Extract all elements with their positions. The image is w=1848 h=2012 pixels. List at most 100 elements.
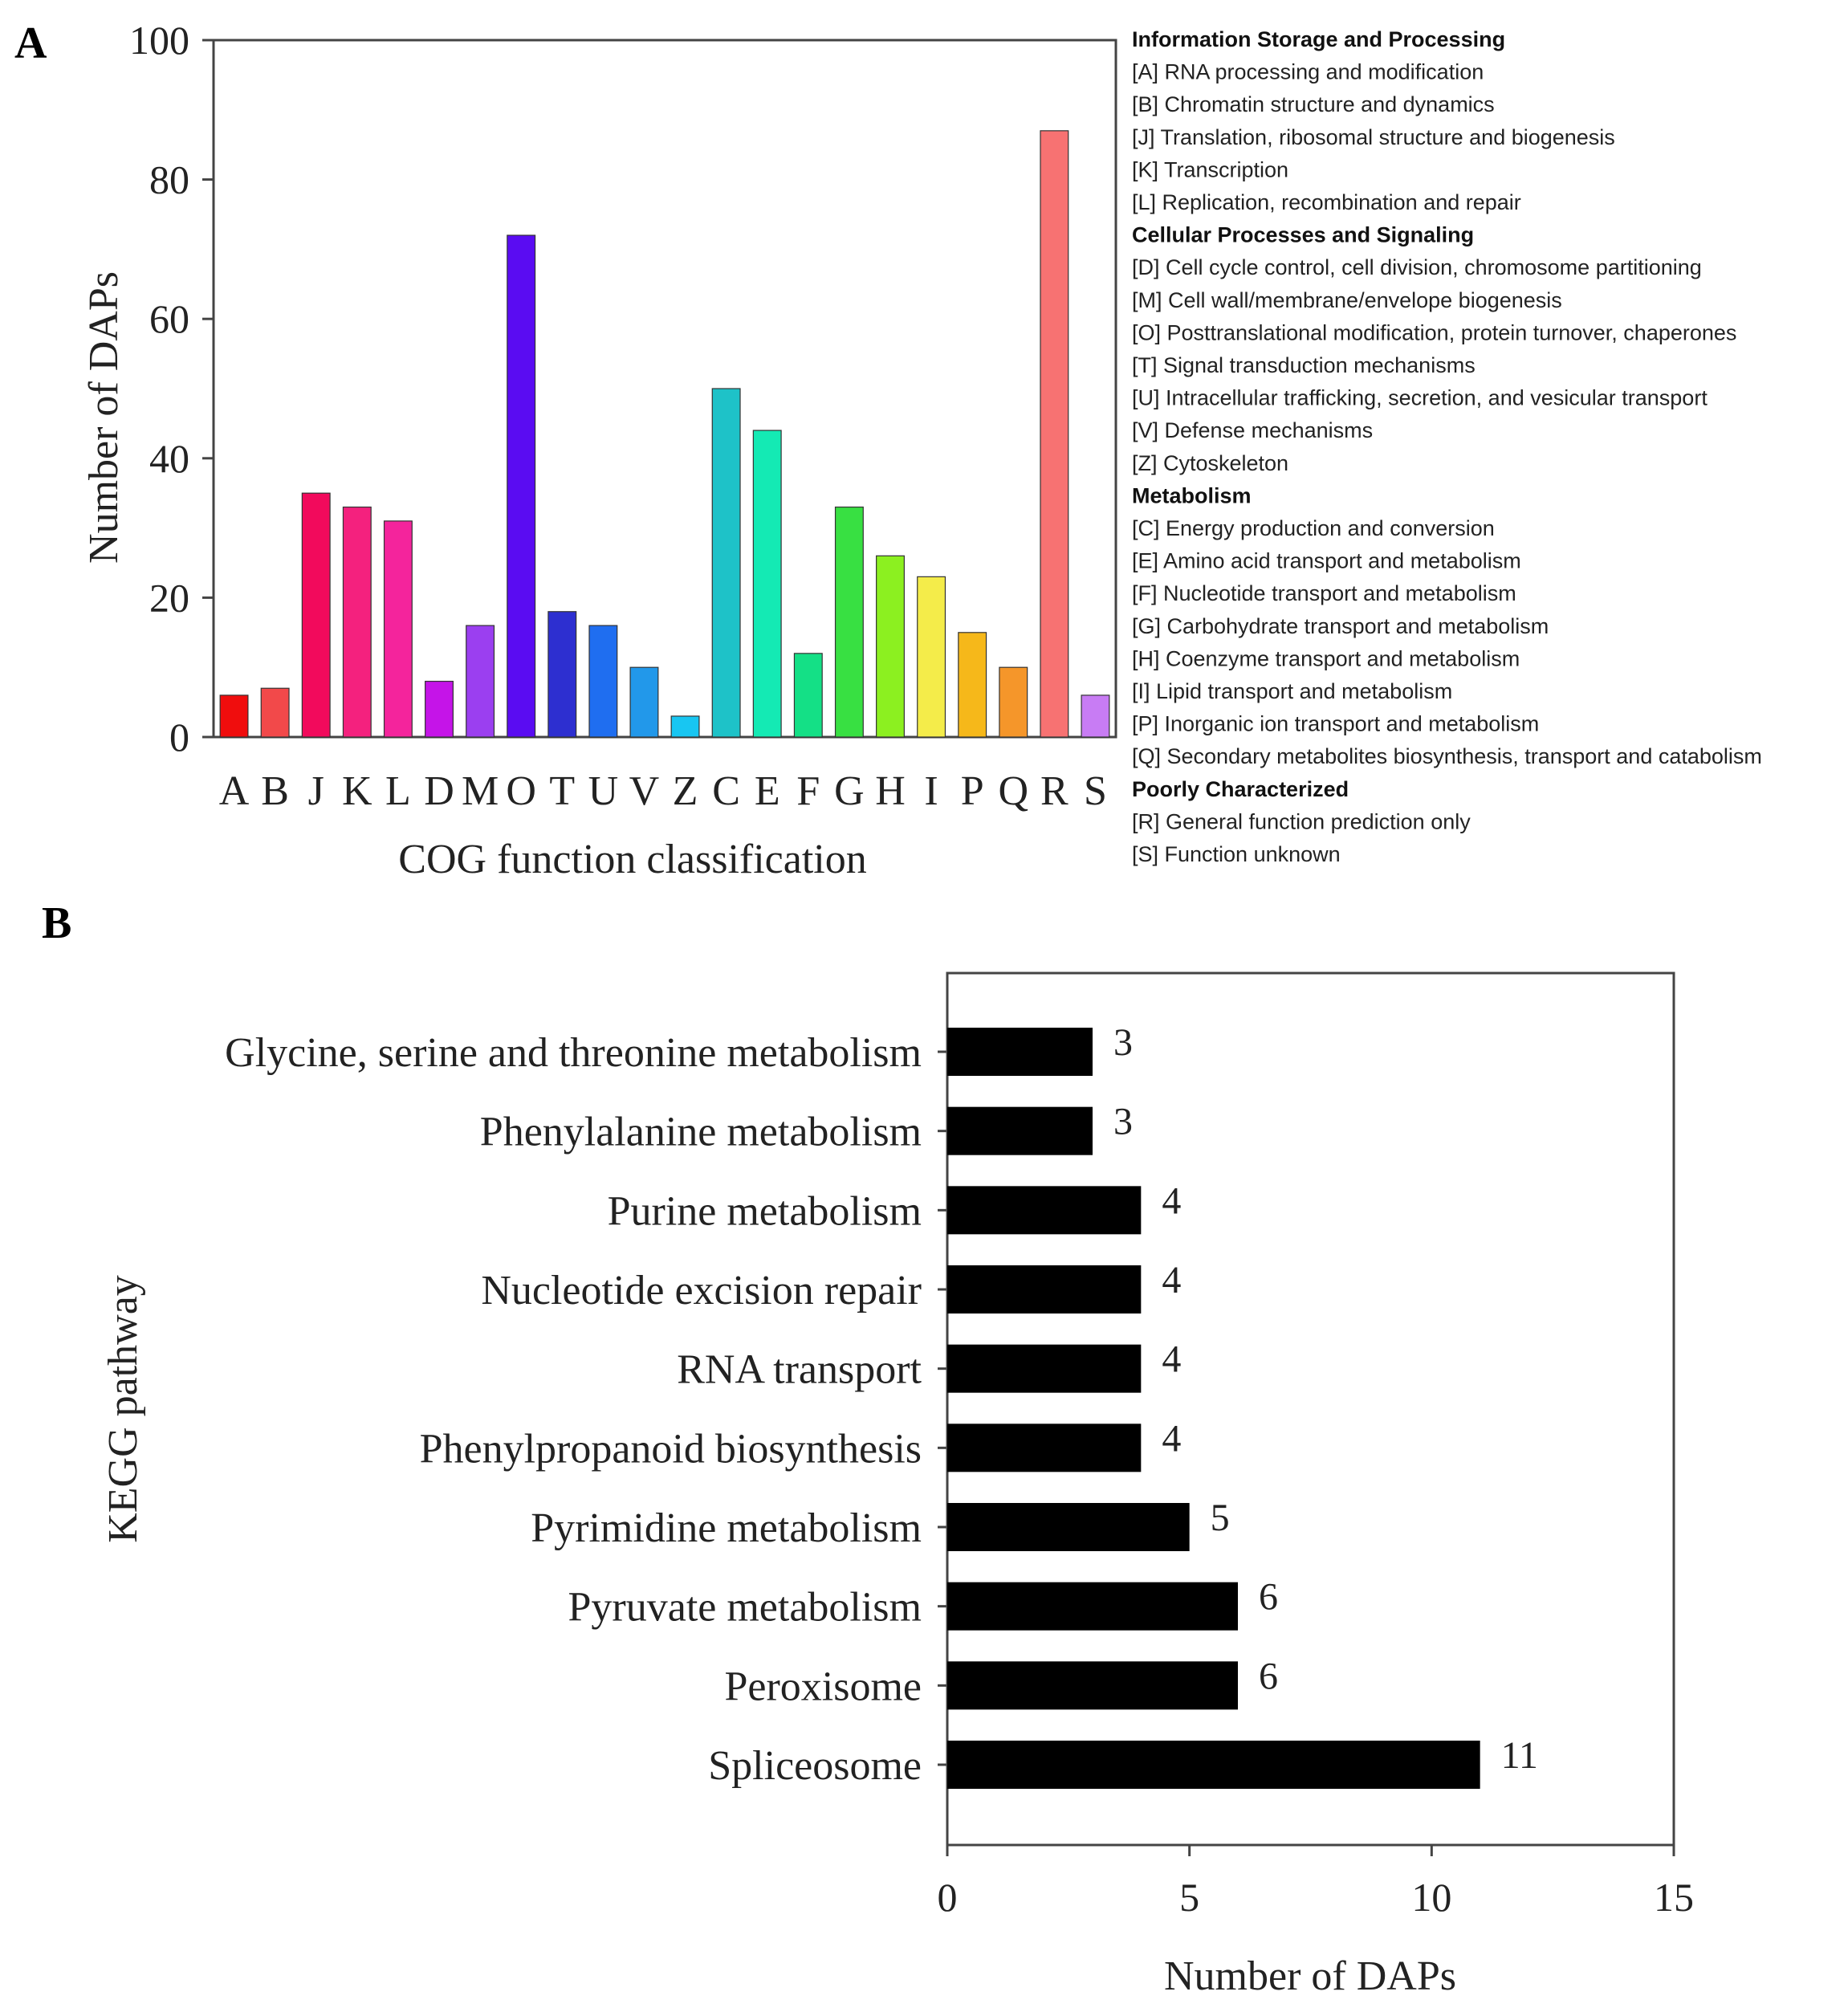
legend-item: [I] Lipid transport and metabolism	[1132, 679, 1452, 703]
bar-g	[834, 506, 864, 738]
y-category-label: Pyrimidine metabolism	[531, 1505, 922, 1551]
bar-p	[958, 632, 987, 738]
legend-item: [F] Nucleotide transport and metabolism	[1132, 581, 1516, 605]
legend-item: [H] Coenzyme transport and metabolism	[1132, 646, 1520, 670]
data-label: 4	[1162, 1179, 1181, 1222]
bar-l	[383, 520, 413, 738]
bar-j	[301, 492, 331, 738]
y-tick-label: 60	[149, 296, 189, 341]
legend-item: [M] Cell wall/membrane/envelope biogenes…	[1132, 288, 1562, 312]
data-label: 5	[1211, 1497, 1230, 1539]
panel-b-axes: 0 5 10 15	[938, 971, 1694, 1920]
x-category-label: L	[385, 768, 411, 814]
y-tick-label: 40	[149, 436, 189, 481]
y-category-label: Glycine, serine and threonine metabolism	[225, 1030, 922, 1076]
bar-pyrimidine-metabolism	[947, 1503, 1190, 1551]
bar-d	[425, 680, 454, 738]
panel-b-category-labels: Glycine, serine and threonine metabolism…	[225, 1030, 922, 1789]
legend-item: [J] Translation, ribosomal structure and…	[1132, 125, 1615, 149]
x-category-label: D	[424, 768, 454, 814]
panel-b-bars	[947, 1028, 1480, 1789]
x-category-label: K	[342, 768, 372, 814]
panel-b-letter: B	[42, 898, 71, 948]
x-category-label: S	[1084, 768, 1107, 814]
x-tick-label: 0	[938, 1875, 958, 1920]
bar-s	[1081, 694, 1110, 738]
panel-b-x-axis-title: Number of DAPs	[1164, 1953, 1456, 1999]
legend-item: [D] Cell cycle control, cell division, c…	[1132, 255, 1702, 279]
panel-a-bars	[219, 130, 1110, 738]
legend-item: [U] Intracellular trafficking, secretion…	[1132, 386, 1708, 410]
data-label: 4	[1162, 1259, 1181, 1301]
bar-a	[219, 694, 249, 738]
legend-item: [Q] Secondary metabolites biosynthesis, …	[1132, 744, 1762, 768]
bar-peroxisome	[947, 1661, 1238, 1710]
legend-item: [E] Amino acid transport and metabolism	[1132, 549, 1521, 573]
y-tick-label: 20	[149, 575, 189, 620]
x-tick-label: 10	[1411, 1875, 1451, 1920]
data-label: 3	[1113, 1021, 1133, 1064]
bar-u	[588, 625, 618, 738]
y-tick-label: 100	[129, 18, 189, 63]
x-category-label: U	[588, 768, 619, 814]
bar-i	[917, 576, 946, 738]
panel-a-letter: A	[14, 18, 47, 68]
x-category-label: Z	[673, 768, 698, 814]
x-category-label: Q	[998, 768, 1028, 814]
legend-item: [L] Replication, recombination and repai…	[1132, 190, 1521, 214]
legend-group-metabolism: Metabolism	[1132, 483, 1252, 507]
legend-item: [G] Carbohydrate transport and metabolis…	[1132, 614, 1549, 638]
y-tick-label: 0	[169, 715, 189, 760]
panel-a-legend: Information Storage and Processing [A] RN…	[1132, 27, 1762, 866]
bar-m	[466, 625, 495, 738]
x-category-label: O	[506, 768, 536, 814]
bar-rna-transport	[947, 1344, 1142, 1393]
bar-r	[1040, 130, 1069, 738]
data-label: 11	[1501, 1734, 1538, 1777]
bar-glycine-serine-and-threonine-metabolism	[947, 1028, 1093, 1076]
bar-t	[547, 611, 577, 738]
legend-item: [C] Energy production and conversion	[1132, 516, 1495, 540]
y-tick-label: 80	[149, 157, 189, 202]
data-label: 3	[1113, 1101, 1133, 1143]
bar-phenylpropanoid-biosynthesis	[947, 1423, 1142, 1472]
x-category-label: E	[755, 768, 780, 814]
x-category-label: A	[219, 768, 250, 814]
legend-item: [S] Function unknown	[1132, 842, 1341, 866]
legend-item: [V] Defense mechanisms	[1132, 418, 1373, 442]
bar-c	[711, 388, 741, 738]
panel-a-plot-frame	[212, 39, 1117, 739]
y-category-label: Purine metabolism	[608, 1188, 922, 1234]
y-category-label: Phenylalanine metabolism	[480, 1110, 922, 1155]
x-category-label: V	[629, 768, 660, 814]
data-label: 4	[1162, 1417, 1181, 1460]
y-category-label: Pyruvate metabolism	[568, 1585, 922, 1631]
bar-z	[670, 715, 700, 738]
x-category-label: C	[712, 768, 740, 814]
x-tick-label: 5	[1179, 1875, 1199, 1920]
panel-b-kegg-chart: B 0 5 10 15 Glycine, serine and threonine m…	[42, 898, 1694, 1999]
panel-b-y-axis-title: KEGG pathway	[100, 1275, 146, 1543]
x-category-label: F	[796, 768, 820, 814]
y-category-label: Phenylpropanoid biosynthesis	[420, 1426, 922, 1472]
bar-spliceosome	[947, 1741, 1480, 1789]
legend-item: [Z] Cytoskeleton	[1132, 451, 1288, 475]
bar-q	[999, 666, 1028, 738]
bar-f	[793, 653, 823, 738]
y-category-label: RNA transport	[677, 1347, 922, 1393]
legend-item: [T] Signal transduction mechanisms	[1132, 353, 1476, 377]
data-label: 6	[1259, 1655, 1278, 1697]
data-label: 4	[1162, 1338, 1181, 1381]
data-label: 6	[1259, 1576, 1278, 1619]
x-category-label: R	[1040, 768, 1069, 814]
y-category-label: Spliceosome	[708, 1743, 922, 1789]
bar-h	[876, 555, 905, 738]
bar-pyruvate-metabolism	[947, 1582, 1238, 1631]
legend-item: [P] Inorganic ion transport and metaboli…	[1132, 712, 1539, 736]
legend-item: [A] RNA processing and modification	[1132, 60, 1484, 84]
legend-group-information-storage-and-processing: Information Storage and Processing	[1132, 27, 1505, 51]
x-category-label: J	[308, 768, 324, 814]
